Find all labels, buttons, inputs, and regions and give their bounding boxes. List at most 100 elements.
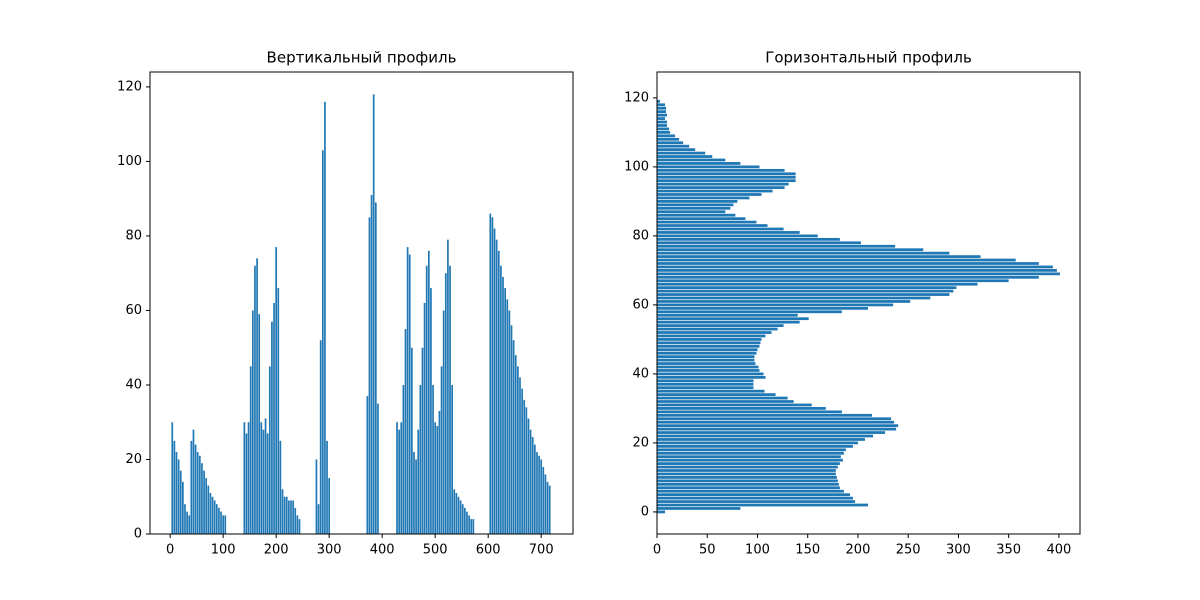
bar bbox=[657, 482, 839, 486]
bar bbox=[434, 422, 437, 534]
x-tick-label: 400 bbox=[370, 543, 395, 558]
y-tick-label: 120 bbox=[117, 79, 142, 94]
bar bbox=[402, 384, 405, 534]
bar bbox=[657, 213, 736, 217]
bar bbox=[657, 289, 954, 293]
bar bbox=[198, 455, 201, 534]
bar bbox=[188, 515, 191, 534]
bar bbox=[442, 310, 445, 534]
bar bbox=[288, 500, 290, 534]
bar bbox=[251, 310, 254, 534]
y-tick-label: 60 bbox=[632, 297, 649, 312]
bar bbox=[657, 310, 842, 314]
bar bbox=[657, 444, 853, 448]
y-tick-label: 120 bbox=[624, 90, 649, 105]
bar bbox=[657, 300, 911, 303]
bar bbox=[470, 519, 473, 534]
bar bbox=[427, 250, 430, 534]
bar bbox=[260, 422, 263, 534]
bar bbox=[657, 476, 837, 479]
bar bbox=[657, 306, 868, 310]
y-tick-label: 100 bbox=[117, 154, 142, 169]
bar bbox=[657, 303, 894, 307]
y-tick-label: 60 bbox=[125, 303, 142, 318]
bar bbox=[406, 247, 409, 534]
bar bbox=[529, 429, 532, 534]
bar bbox=[413, 452, 415, 534]
bar bbox=[296, 515, 299, 534]
bar bbox=[533, 444, 536, 534]
bar bbox=[657, 351, 757, 355]
bar bbox=[220, 511, 222, 534]
bar bbox=[247, 422, 250, 534]
bar bbox=[277, 288, 280, 534]
bar bbox=[657, 255, 981, 258]
bar bbox=[512, 340, 515, 534]
bar bbox=[657, 144, 690, 148]
bar bbox=[657, 162, 741, 165]
bar bbox=[657, 365, 759, 369]
bar bbox=[205, 478, 208, 534]
bar bbox=[440, 366, 443, 534]
bar bbox=[657, 224, 768, 227]
bar bbox=[546, 481, 549, 534]
bar bbox=[207, 485, 210, 534]
bar bbox=[196, 452, 199, 534]
bar bbox=[657, 203, 734, 207]
bar bbox=[657, 227, 784, 231]
bar bbox=[262, 429, 265, 534]
bar bbox=[175, 452, 178, 534]
bar bbox=[657, 503, 868, 507]
bar bbox=[290, 500, 292, 534]
bar bbox=[374, 202, 377, 534]
bar bbox=[657, 400, 794, 403]
x-tick-label: 400 bbox=[1046, 543, 1071, 558]
bar bbox=[447, 239, 449, 534]
bar bbox=[321, 150, 324, 534]
y-tick-label: 80 bbox=[125, 228, 142, 243]
y-tick-label: 100 bbox=[624, 159, 649, 174]
bar bbox=[657, 317, 809, 321]
bar bbox=[657, 151, 706, 155]
bar bbox=[215, 504, 218, 534]
bar bbox=[657, 334, 766, 338]
bar bbox=[657, 155, 713, 158]
bar bbox=[657, 320, 800, 324]
x-tick-label: 500 bbox=[423, 543, 448, 558]
bar bbox=[542, 466, 545, 534]
bar bbox=[657, 507, 741, 510]
bar bbox=[657, 355, 755, 359]
bar bbox=[540, 459, 543, 534]
bar bbox=[657, 251, 950, 255]
bar bbox=[657, 206, 731, 210]
bar bbox=[411, 347, 413, 534]
bar bbox=[190, 440, 193, 534]
bar bbox=[657, 493, 850, 497]
x-tick-label: 100 bbox=[745, 543, 770, 558]
bar bbox=[294, 507, 297, 534]
bar bbox=[461, 504, 464, 534]
bar bbox=[657, 186, 785, 189]
bar bbox=[657, 269, 1057, 272]
bar bbox=[657, 120, 668, 124]
bar bbox=[538, 455, 540, 534]
bar bbox=[657, 410, 842, 414]
y-tick-label: 40 bbox=[632, 366, 649, 381]
bar bbox=[273, 303, 275, 534]
bar bbox=[657, 175, 796, 179]
bar bbox=[657, 293, 950, 296]
bar bbox=[657, 424, 899, 428]
bar bbox=[224, 515, 227, 534]
bar bbox=[256, 258, 258, 534]
bar bbox=[657, 379, 754, 383]
bar bbox=[657, 296, 931, 300]
y-tick-label: 0 bbox=[134, 527, 142, 542]
bar bbox=[495, 239, 498, 534]
bar bbox=[657, 265, 1053, 269]
bar bbox=[657, 420, 895, 424]
bar bbox=[657, 113, 668, 117]
x-tick-label: 200 bbox=[264, 543, 289, 558]
bar bbox=[657, 455, 841, 459]
bar bbox=[657, 165, 760, 169]
